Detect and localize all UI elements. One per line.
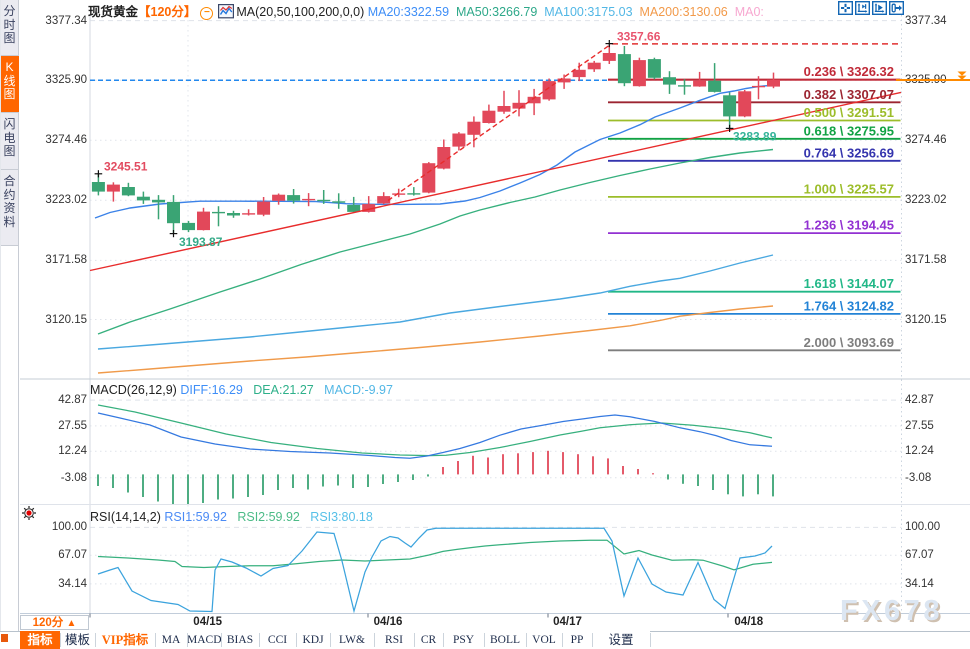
svg-text:1.236 \ 3194.45: 1.236 \ 3194.45 bbox=[804, 218, 894, 233]
svg-text:3283.89: 3283.89 bbox=[733, 130, 777, 144]
svg-text:0.764 \ 3256.69: 0.764 \ 3256.69 bbox=[804, 145, 894, 160]
svg-text:0.500 \ 3291.51: 0.500 \ 3291.51 bbox=[804, 105, 894, 120]
svg-text:0.382 \ 3307.07: 0.382 \ 3307.07 bbox=[804, 87, 894, 102]
svg-text:0.236 \ 3326.32: 0.236 \ 3326.32 bbox=[804, 64, 894, 79]
svg-text:2.000 \ 3093.69: 2.000 \ 3093.69 bbox=[804, 335, 894, 350]
svg-text:3357.66: 3357.66 bbox=[617, 30, 661, 44]
svg-text:1.618 \ 3144.07: 1.618 \ 3144.07 bbox=[804, 276, 894, 291]
svg-text:1.000 \ 3225.57: 1.000 \ 3225.57 bbox=[804, 181, 894, 196]
svg-text:0.618 \ 3275.95: 0.618 \ 3275.95 bbox=[804, 123, 894, 138]
svg-text:1.764 \ 3124.82: 1.764 \ 3124.82 bbox=[804, 298, 894, 313]
svg-text:3193.87: 3193.87 bbox=[179, 235, 223, 249]
svg-text:3245.51: 3245.51 bbox=[104, 160, 148, 174]
